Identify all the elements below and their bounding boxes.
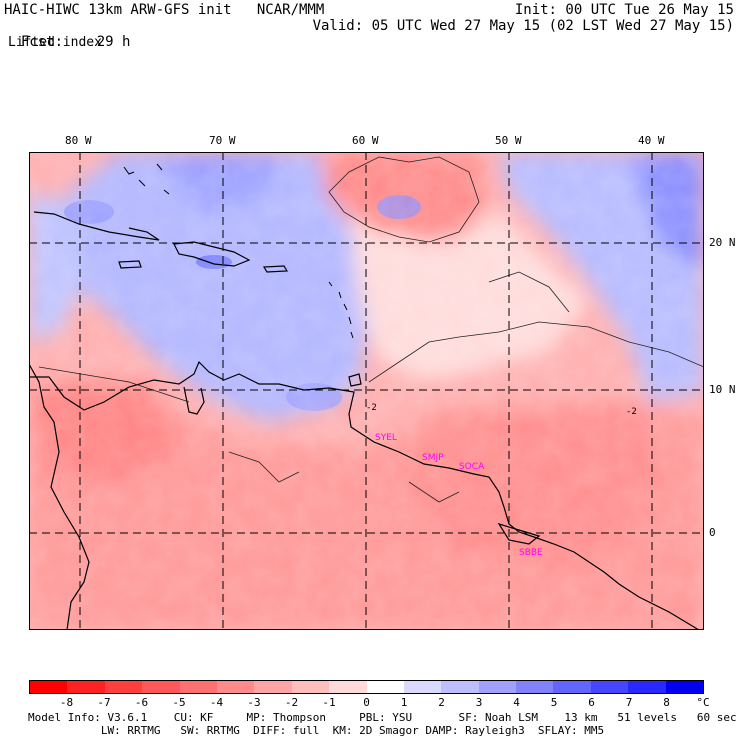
island-5 <box>350 331 354 339</box>
lon-label-50w: 50 W <box>495 134 522 147</box>
colorbar-tick-label: -5 <box>172 696 186 709</box>
colorbar-swatch <box>628 681 666 693</box>
island-1 <box>328 281 333 287</box>
forecast-hour: Fcst: 29 h <box>4 18 131 50</box>
island-4 <box>348 316 352 325</box>
colorbar-tick-label: 2 <box>438 696 445 709</box>
colorbar-tick-label: 8 <box>663 696 670 709</box>
valid-time: Valid: 05 UTC Wed 27 May 15 (02 LST Wed … <box>312 18 734 34</box>
model-info-line1: Model Info: V3.6.1 CU: KF MP: Thompson P… <box>28 711 737 724</box>
lon-label-40w: 40 W <box>638 134 665 147</box>
colorbar-swatch <box>590 681 629 693</box>
colorbar-swatch <box>104 681 143 693</box>
colorbar-swatch <box>478 681 517 693</box>
lat-label-0: 0 <box>709 526 716 539</box>
model-info-line2: LW: RRTMG SW: RRTMG DIFF: full KM: 2D Sm… <box>28 724 605 737</box>
station-smjp: SMJP <box>422 453 444 463</box>
stations: SYEL SMJP SOCA SBBE <box>375 433 543 558</box>
colorbar-tick-label: -2 <box>284 696 299 709</box>
colorbar-swatch <box>30 681 68 693</box>
lon-label-70w: 70 W <box>209 134 236 147</box>
colorbar-tick-label: 4 <box>513 696 520 709</box>
colorbar-tick-label: 6 <box>588 696 595 709</box>
contour-neg2-d <box>488 271 570 313</box>
island-9 <box>163 189 170 195</box>
model-title: HAIC-HIWC 13km ARW-GFS init NCAR/MMM <box>4 2 325 18</box>
colorbar-swatch <box>67 681 105 693</box>
lat-label-20n: 20 N <box>709 236 736 249</box>
colorbar-tick-label: -7 <box>97 696 111 709</box>
lat-label-10n: 10 N <box>709 383 736 396</box>
colorbar-unit: °C <box>696 696 710 709</box>
contour-label-1: -2 <box>366 403 377 413</box>
colorbar-swatch <box>179 681 217 693</box>
contour-neg2-a <box>368 321 704 383</box>
lat-lon-grid <box>29 152 704 630</box>
colorbar-swatch <box>516 681 554 693</box>
station-soca: SOCA <box>459 462 485 472</box>
colorbar-swatch <box>329 681 367 693</box>
coast-maracaibo <box>183 386 205 415</box>
fcst-label: Fcst: <box>20 34 64 50</box>
colorbar-swatch <box>441 681 479 693</box>
station-syel: SYEL <box>375 433 397 443</box>
colorbar-tick-label: -1 <box>322 696 336 709</box>
contours <box>38 156 704 503</box>
island-7 <box>138 179 146 187</box>
colorbar-tick-label: 5 <box>550 696 558 709</box>
colorbar-tick-label: 1 <box>400 696 408 709</box>
contour-neg2-b <box>328 156 480 243</box>
lon-label-80w: 80 W <box>65 134 92 147</box>
colorbar-tick-label: 3 <box>475 696 483 709</box>
colorbar-swatch <box>254 681 292 693</box>
colorbar-swatch <box>665 681 704 693</box>
colorbar-tick-label: 7 <box>625 696 633 709</box>
coast-south-america <box>29 360 700 630</box>
island-6 <box>123 166 135 175</box>
island-3 <box>343 303 348 311</box>
colorbar-swatch <box>553 681 591 693</box>
coast-cuba <box>33 211 160 241</box>
map-frame <box>29 152 704 630</box>
lon-label-60w: 60 W <box>352 134 379 147</box>
contour-neg2-e <box>228 451 300 483</box>
coast-puerto-rico <box>262 265 289 273</box>
colorbar-tick-label: -6 <box>134 696 149 709</box>
contour-neg2-f <box>408 481 460 503</box>
colorbar-swatch <box>142 681 180 693</box>
coast-amazon-delta <box>497 522 541 545</box>
contour-neg2-c <box>38 366 190 403</box>
island-2 <box>338 291 342 299</box>
lesser-antilles <box>123 163 354 339</box>
colorbar-swatch <box>216 681 255 693</box>
field-name: Lifted index <box>8 35 102 50</box>
coastlines <box>29 211 700 630</box>
lifted-index-map: -2 -2 SYEL SMJP SOCA SBBE <box>29 152 704 630</box>
colorbar-swatch <box>291 681 330 693</box>
colorbar-swatch <box>403 681 442 693</box>
colorbar-tick-label: -3 <box>247 696 261 709</box>
coast-trinidad <box>348 373 362 387</box>
init-time: Init: 00 UTC Tue 26 May 15 <box>514 2 734 18</box>
contour-label-2: -2 <box>626 407 637 417</box>
colorbar <box>29 680 704 694</box>
coast-central-america <box>29 363 90 630</box>
coast-hispaniola <box>173 241 251 267</box>
fcst-value: 29 h <box>96 34 131 50</box>
colorbar-tick-label: -4 <box>209 696 224 709</box>
station-sbbe: SBBE <box>519 548 543 558</box>
coast-jamaica <box>118 260 142 269</box>
colorbar-swatch <box>366 681 404 693</box>
island-8 <box>156 163 163 171</box>
colorbar-tick-label: 0 <box>363 696 370 709</box>
colorbar-tick-label: -8 <box>59 696 74 709</box>
